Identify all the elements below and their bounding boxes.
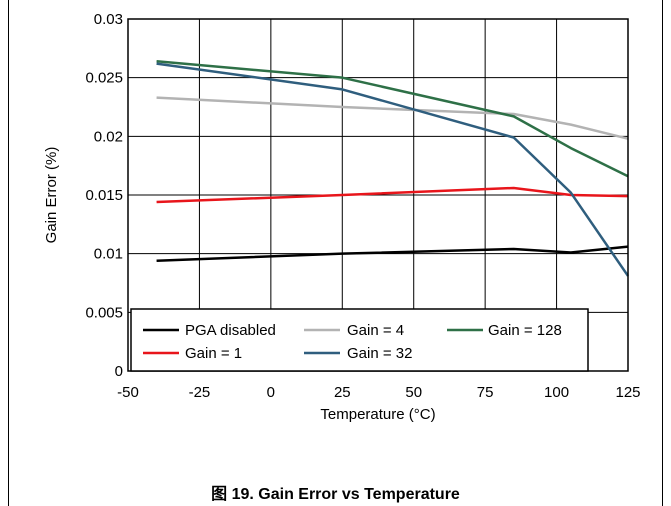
series-line-gain_128	[156, 59, 629, 178]
page-border-right	[662, 0, 663, 506]
tick-labels: -50 -25 0 25 50 75 100 125 0 0.005 0.01 0.015 0.02 0.…	[85, 11, 640, 401]
y-tick-label: 0	[115, 363, 123, 380]
figure-caption: 图 19. Gain Error vs Temperature	[211, 486, 460, 503]
y-tick-label: 0.015	[85, 187, 123, 204]
x-tick-label: -25	[189, 384, 211, 401]
series-line-gain_32	[156, 62, 630, 277]
y-tick-label: 0.01	[94, 246, 123, 263]
x-tick-label: 25	[334, 384, 351, 401]
y-tick-label: 0.005	[85, 304, 123, 321]
series-lines	[156, 59, 630, 277]
x-axis-label: Temperature (°C)	[320, 406, 435, 423]
y-tick-label: 0.025	[85, 70, 123, 87]
y-tick-label: 0.02	[94, 128, 123, 145]
x-tick-label: 100	[544, 384, 569, 401]
x-tick-label: 125	[615, 384, 640, 401]
legend-label-gain_4: Gain = 4	[347, 322, 404, 339]
chart-legend: PGA disabled Gain = 4 Gain = 128 Gain = 1 Ga…	[130, 308, 589, 372]
y-tick-label: 0.03	[94, 11, 123, 28]
series-line-gain_1	[156, 186, 629, 204]
page-border-left	[8, 0, 9, 506]
x-tick-label: -50	[117, 384, 139, 401]
y-axis-label: Gain Error (%)	[43, 147, 60, 244]
x-tick-label: 0	[267, 384, 275, 401]
gain-error-chart: -50 -25 0 25 50 75 100 125 0 0.005 0.01 0.015 0.02 0.…	[43, 11, 641, 423]
legend-label-gain_128: Gain = 128	[488, 322, 562, 339]
x-tick-label: 50	[405, 384, 422, 401]
series-line-gain_4	[156, 96, 629, 140]
legend-box	[130, 308, 589, 372]
legend-label-gain_1: Gain = 1	[185, 345, 242, 362]
legend-label-gain_32: Gain = 32	[347, 345, 412, 362]
series-line-pga_disabled	[156, 245, 629, 262]
legend-label-pga_disabled: PGA disabled	[185, 322, 276, 339]
x-tick-label: 75	[477, 384, 494, 401]
